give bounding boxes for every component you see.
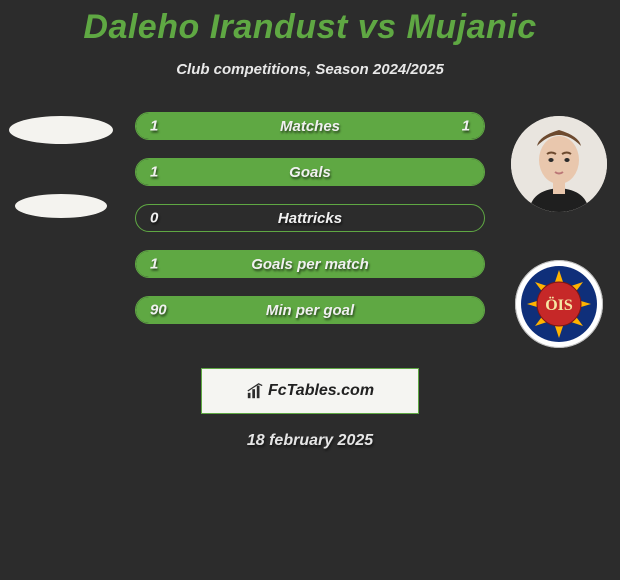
left-player-column [8, 112, 115, 218]
fctables-logo-icon [246, 382, 264, 400]
stat-label: Goals per match [251, 256, 369, 273]
page-title: Daleho Irandust vs Mujanic [0, 8, 620, 47]
stat-value-left: 90 [150, 302, 167, 319]
stat-value-left: 1 [150, 256, 158, 273]
stat-label: Hattricks [278, 210, 342, 227]
stat-row: 1 Goals per match [135, 250, 485, 278]
footer-brand-text: FcTables.com [268, 382, 374, 400]
right-player-column: ÖIS [505, 112, 612, 348]
left-player-placeholder [9, 116, 113, 144]
subtitle: Club competitions, Season 2024/2025 [0, 61, 620, 78]
stat-value-left: 1 [150, 118, 158, 135]
stat-value-left: 1 [150, 164, 158, 181]
stat-value-left: 0 [150, 210, 158, 227]
stat-value-right: 1 [462, 118, 470, 135]
stat-row: 1 Goals [135, 158, 485, 186]
footer-brand-box: FcTables.com [201, 368, 419, 414]
stat-bars: 1 Matches 1 1 Goals 0 Hattricks 1 Goals per matc… [135, 112, 485, 324]
stat-label: Matches [280, 118, 340, 135]
left-club-placeholder [15, 194, 107, 218]
stat-row: 90 Min per goal [135, 296, 485, 324]
content-row: 1 Matches 1 1 Goals 0 Hattricks 1 Goals per matc… [0, 112, 620, 348]
right-club-badge: ÖIS [515, 260, 603, 348]
badge-text: ÖIS [545, 296, 573, 314]
comparison-card: Daleho Irandust vs Mujanic Club competit… [0, 0, 620, 450]
stat-label: Min per goal [266, 302, 354, 319]
stat-row: 0 Hattricks [135, 204, 485, 232]
stat-row: 1 Matches 1 [135, 112, 485, 140]
date: 18 february 2025 [0, 432, 620, 450]
right-player-photo [511, 116, 607, 212]
stat-label: Goals [289, 164, 331, 181]
